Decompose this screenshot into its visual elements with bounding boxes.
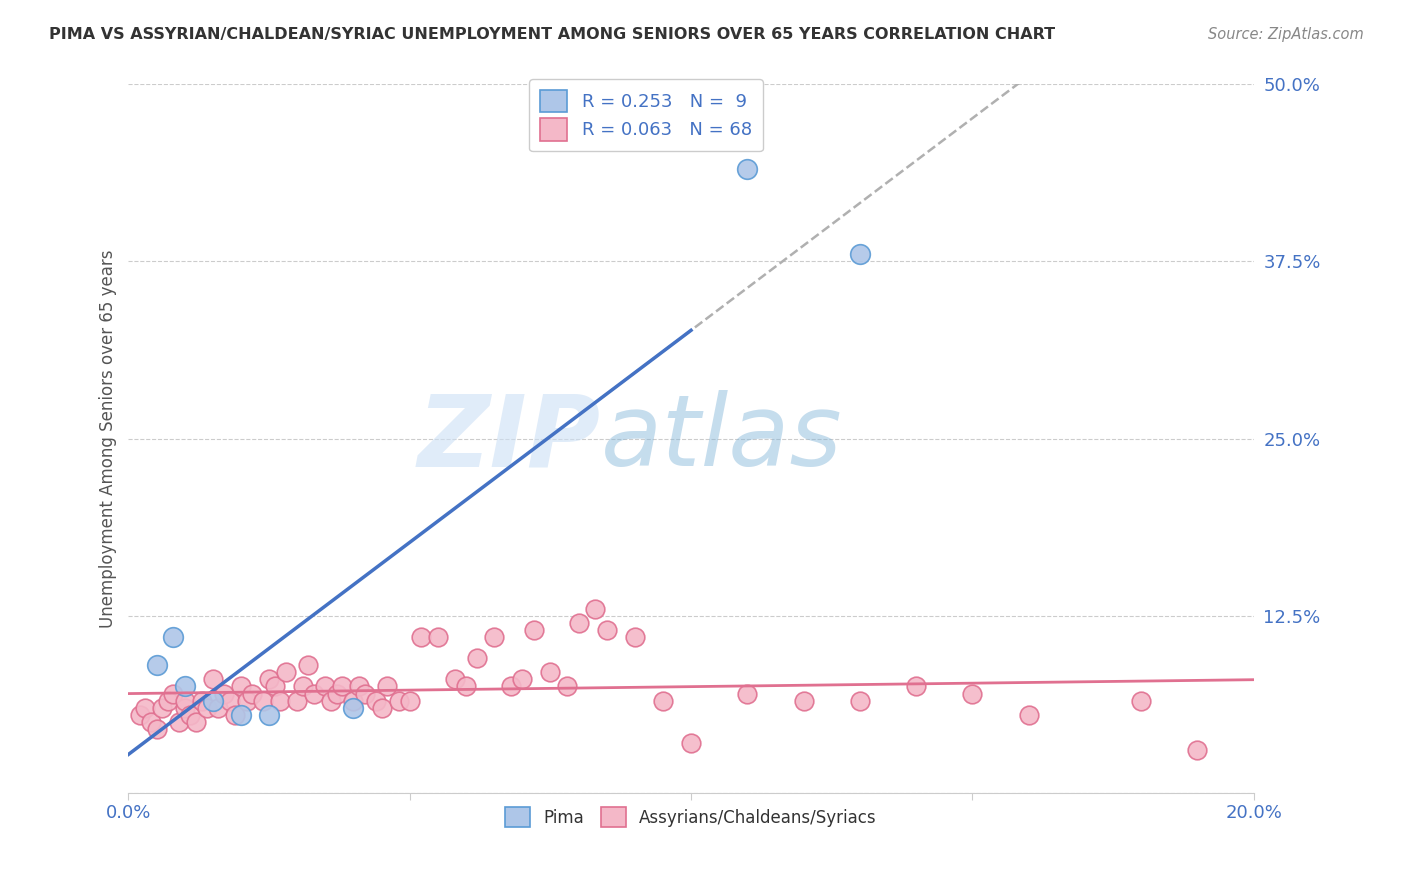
Point [252,693,274,707]
Point [212,686,235,700]
Point [595,623,617,637]
Point [195,700,218,714]
Point [849,693,872,707]
Point [1018,707,1040,722]
Point [387,693,409,707]
Point [134,700,156,714]
Point [555,680,578,694]
Point [342,700,364,714]
Point [269,693,291,707]
Point [962,686,984,700]
Point [229,707,252,722]
Point [302,686,325,700]
Point [314,680,336,694]
Point [285,693,308,707]
Point [522,623,544,637]
Point [190,693,212,707]
Point [207,700,229,714]
Point [793,693,815,707]
Point [353,686,375,700]
Point [145,722,167,736]
Point [257,673,280,687]
Point [224,707,246,722]
Point [482,630,505,644]
Point [263,680,285,694]
Point [409,630,432,644]
Point [737,162,759,177]
Point [375,680,398,694]
Point [240,686,263,700]
Point [229,680,252,694]
Point [139,714,162,729]
Point [679,736,702,750]
Point [291,680,314,694]
Point [583,601,606,615]
Point [370,700,392,714]
Point [173,693,195,707]
Point [257,707,280,722]
Point [849,247,872,261]
Point [173,700,195,714]
Point [162,686,184,700]
Point [218,693,240,707]
Point [167,714,190,729]
Point [499,680,522,694]
Legend: Pima, Assyrians/Chaldeans/Syriacs: Pima, Assyrians/Chaldeans/Syriacs [499,800,883,834]
Text: atlas: atlas [600,390,842,487]
Text: ZIP: ZIP [418,390,600,487]
Point [567,615,589,630]
Y-axis label: Unemployment Among Seniors over 65 years: Unemployment Among Seniors over 65 years [100,249,117,628]
Point [297,658,319,673]
Point [179,707,201,722]
Point [1187,743,1209,757]
Point [319,693,342,707]
Point [156,693,179,707]
Point [162,630,184,644]
Point [347,680,370,694]
Point [235,693,257,707]
Text: PIMA VS ASSYRIAN/CHALDEAN/SYRIAC UNEMPLOYMENT AMONG SENIORS OVER 65 YEARS CORREL: PIMA VS ASSYRIAN/CHALDEAN/SYRIAC UNEMPLO… [49,27,1056,42]
Point [905,680,928,694]
Point [274,665,297,680]
Point [454,680,477,694]
Point [150,700,173,714]
Point [201,673,224,687]
Point [1130,693,1153,707]
Point [364,693,387,707]
Point [651,693,673,707]
Point [443,673,465,687]
Text: Source: ZipAtlas.com: Source: ZipAtlas.com [1208,27,1364,42]
Point [330,680,353,694]
Point [426,630,449,644]
Point [145,658,167,673]
Point [184,714,207,729]
Point [737,686,759,700]
Point [398,693,420,707]
Point [173,680,195,694]
Point [128,707,150,722]
Point [325,686,347,700]
Point [538,665,561,680]
Point [342,693,364,707]
Point [201,693,224,707]
Point [465,651,488,665]
Point [623,630,645,644]
Point [510,673,533,687]
